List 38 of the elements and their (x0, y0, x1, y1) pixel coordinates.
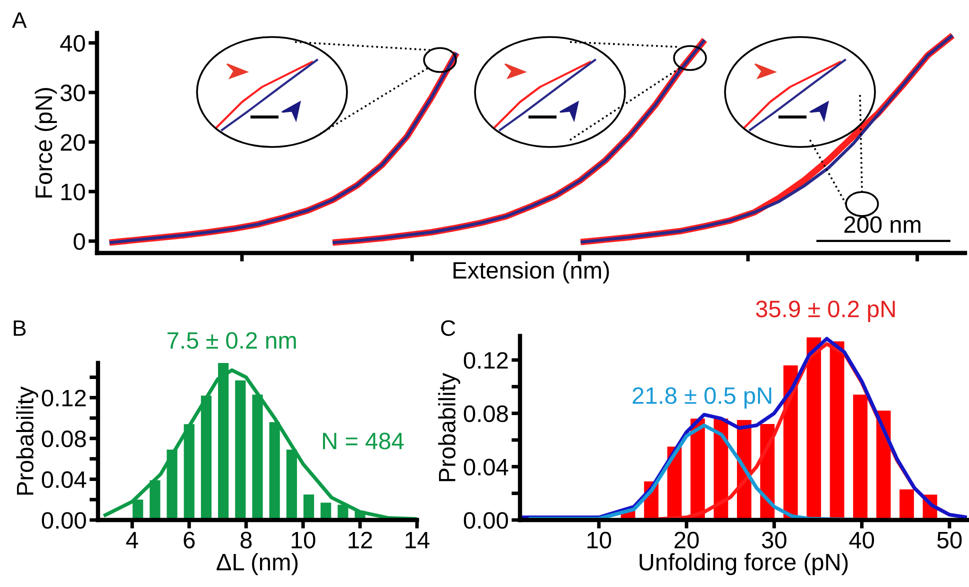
x-tick-label: 6 (184, 532, 195, 548)
y-tick-label: 0.12 (42, 390, 86, 406)
x-tick-label: 10 (292, 532, 316, 548)
x-tick-label: 50 (937, 532, 962, 548)
y-axis-title: Probability (16, 386, 38, 495)
y-tick-label: 30 (60, 84, 85, 102)
chart-title: A (12, 12, 27, 28)
x-tick-label: 8 (240, 532, 252, 548)
x-tick-label: 10 (588, 532, 612, 548)
y-axis-title: Probability (438, 372, 460, 482)
y-tick-label: 0.12 (464, 352, 508, 369)
annotation: 35.9 ± 0.2 pN (756, 300, 895, 322)
y-tick-label: 0.04 (42, 471, 86, 488)
annotation: N = 484 (323, 432, 404, 450)
y-tick-label: 0.00 (42, 512, 86, 529)
x-tick-label: 20 (674, 532, 699, 548)
y-tick-label: 0.08 (42, 430, 86, 448)
x-tick-label: 40 (849, 532, 874, 548)
x-axis-title: ΔL (nm) (216, 553, 298, 576)
y-axis-title: Force (pN) (34, 88, 57, 198)
x-axis-title: Extension (nm) (454, 261, 609, 284)
x-axis-title: Unfolding force (pN) (640, 553, 848, 576)
y-tick-label: 0.08 (464, 405, 508, 422)
y-tick-label: 10 (61, 184, 85, 200)
y-tick-label: 20 (60, 134, 85, 151)
chart-title: C (441, 320, 456, 336)
y-tick-label: 0.04 (464, 458, 508, 476)
y-tick-label: 0.00 (464, 512, 508, 529)
annotation: 200 nm (844, 216, 920, 233)
annotation: 21.8 ± 0.5 pN (632, 387, 772, 409)
chart-title: B (14, 320, 26, 336)
x-tick-label: 12 (348, 532, 372, 548)
y-tick-label: 0 (74, 233, 85, 250)
x-tick-label: 4 (126, 532, 138, 548)
x-tick-label: 14 (406, 532, 430, 548)
x-tick-label: 30 (762, 532, 786, 548)
y-tick-label: 40 (60, 34, 85, 52)
annotation: 7.5 ± 0.2 nm (168, 332, 296, 349)
